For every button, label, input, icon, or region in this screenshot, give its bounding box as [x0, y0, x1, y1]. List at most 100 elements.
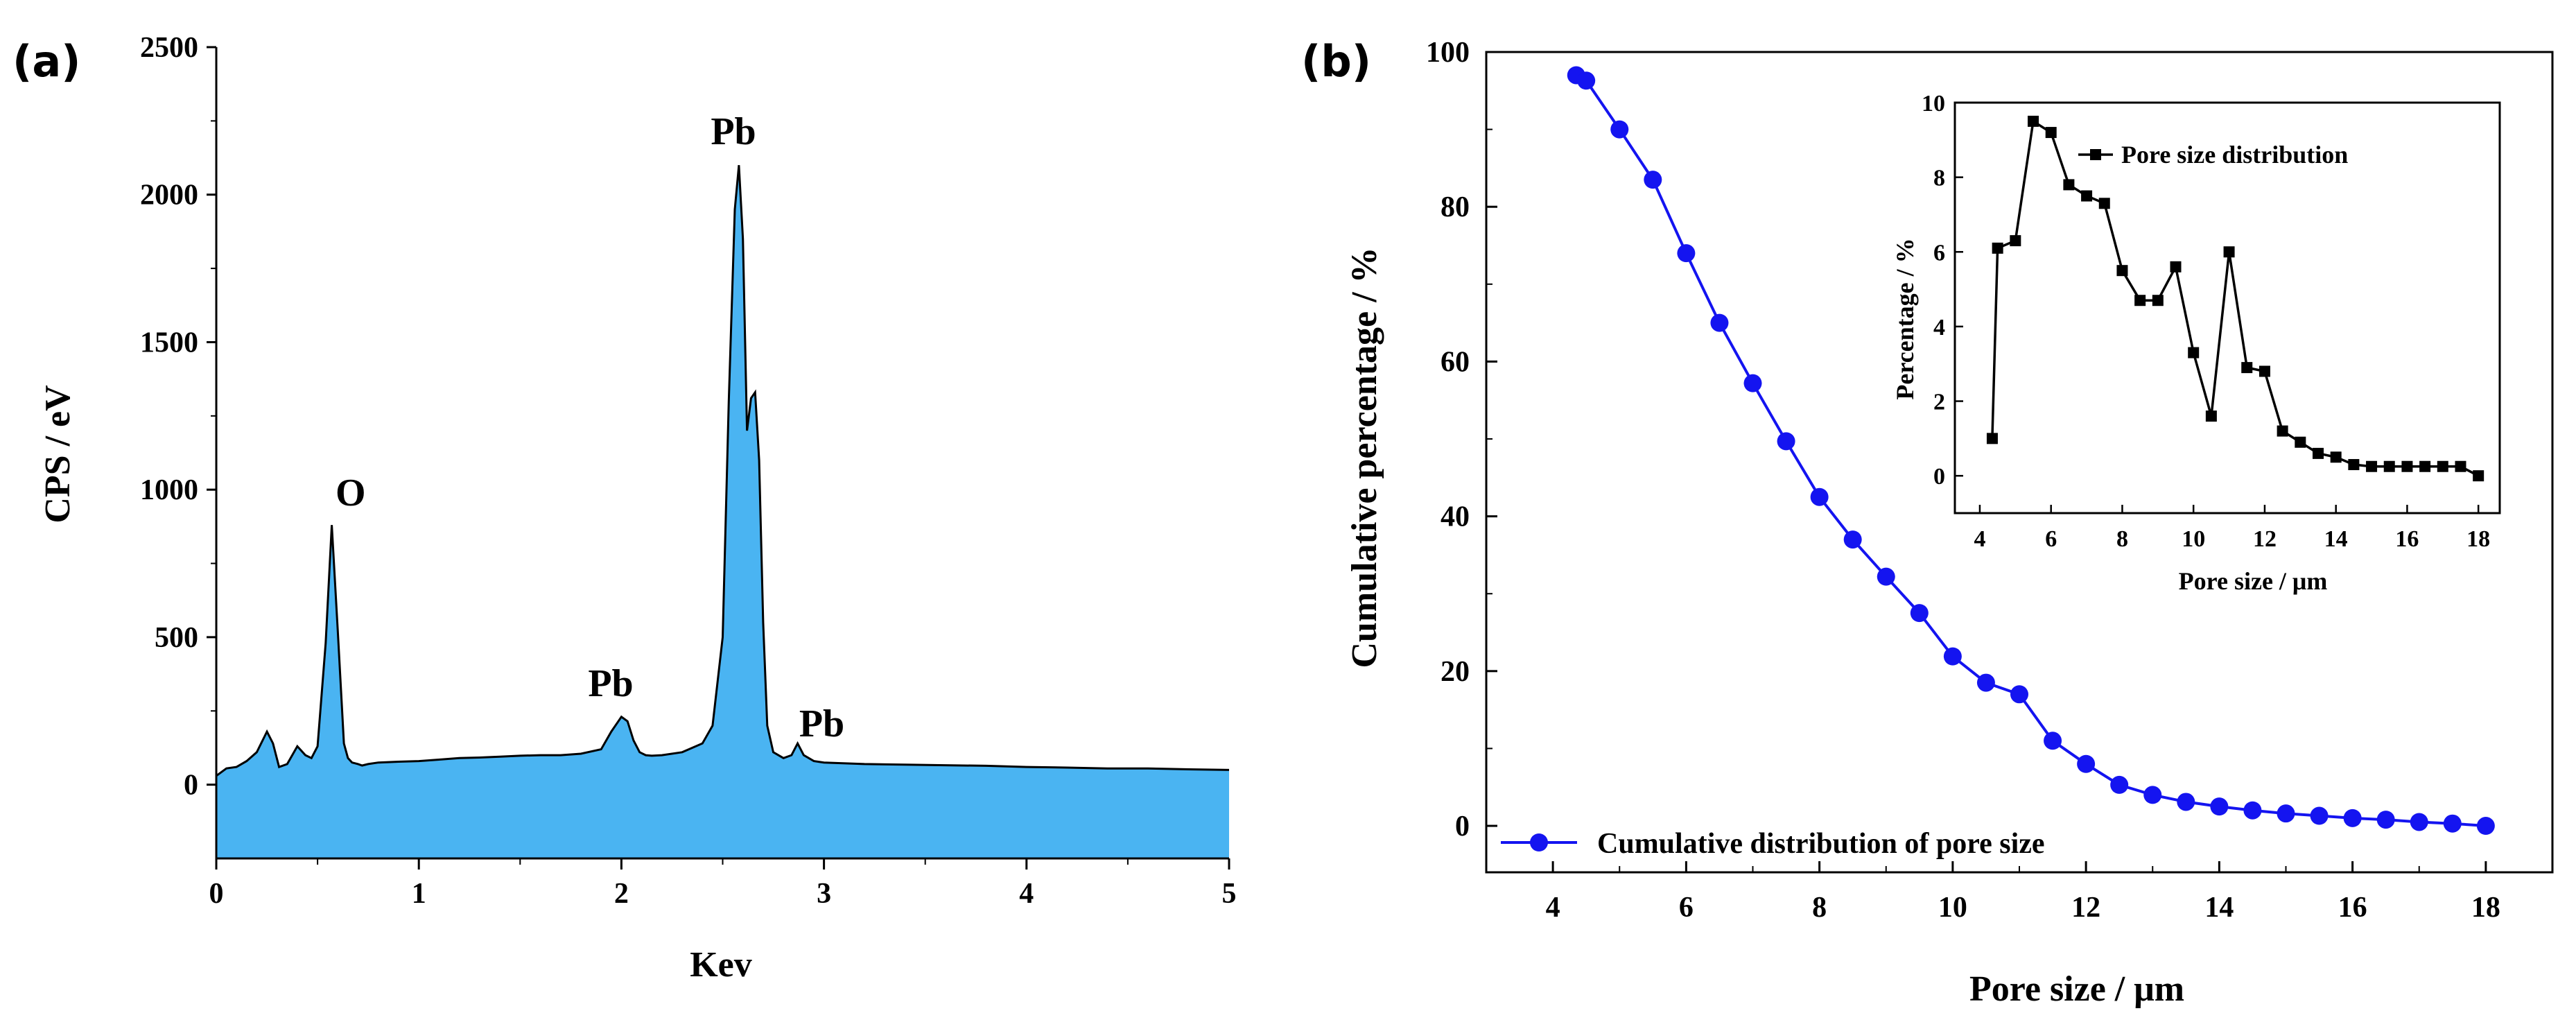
panel-b-x-tick-label: 18: [2471, 892, 2500, 924]
pore-size-point: [2205, 410, 2217, 422]
cumulative-point: [2077, 754, 2096, 773]
inset-x-tick-label: 18: [2466, 526, 2490, 552]
panel-b-x-tick-label: 4: [1546, 892, 1560, 924]
pore-size-point: [2028, 115, 2039, 127]
panel-b-y-tick-label: 0: [1455, 811, 1470, 842]
panel-b-x-ticks: 4 6 8 10 12 14 16 18: [1546, 861, 2500, 924]
cumulative-point: [1777, 432, 1795, 451]
spectrum-fill: [216, 165, 1229, 858]
pore-size-line: [1991, 119, 2480, 477]
inset-y-axis-title: Percentage / %: [1891, 238, 1919, 399]
cumulative-point: [1877, 567, 1895, 586]
panel-a-x-ticks: 0 1 2 3 4 5: [209, 858, 1237, 910]
panel-b-label: (b): [1301, 36, 1371, 87]
panel-a-y-tick-label: 2000: [140, 180, 198, 211]
pore-size-point: [2348, 459, 2360, 471]
pore-size-point: [2188, 347, 2200, 358]
panel-b-legend: Cumulative distribution of pore size: [1501, 828, 2045, 860]
panel-a-y-tick-label: 500: [155, 622, 198, 654]
peak-label: Pb: [588, 662, 633, 705]
panel-b-x-axis-title: Pore size / μm: [1969, 969, 2184, 1009]
peak-label: Pb: [711, 110, 756, 153]
pore-size-point: [2045, 127, 2057, 139]
pore-size-point: [2277, 425, 2288, 437]
panel-b-y-tick-label: 100: [1426, 37, 1470, 69]
inset-legend-label: Pore size distribution: [2121, 141, 2348, 168]
panel-b-y-tick-label: 80: [1441, 191, 1470, 223]
cumulative-point: [1677, 244, 1696, 263]
cumulative-point: [1577, 71, 1596, 90]
panel-a-y-axis-title: CPS / eV: [38, 385, 78, 523]
inset-y-tick-label: 2: [1933, 390, 1945, 415]
cumulative-point: [1810, 487, 1829, 506]
panel-b-y-tick-label: 20: [1441, 656, 1470, 688]
cumulative-point: [2044, 732, 2062, 750]
cumulative-point: [1710, 313, 1729, 332]
peak-label: O: [336, 472, 366, 514]
panel-a-x-tick-label: 1: [412, 878, 426, 910]
cumulative-point: [1743, 374, 1762, 392]
cumulative-point: [1976, 673, 1995, 692]
pore-size-point: [2473, 470, 2484, 482]
pore-size-point: [1986, 433, 1998, 444]
panel-b-y-axis-title: Cumulative percentage / %: [1345, 247, 1384, 668]
panel-b-x-tick-label: 6: [1679, 892, 1694, 924]
pore-size-point: [1992, 242, 2003, 254]
inset-frame: [1953, 101, 2501, 514]
peak-label: Pb: [799, 702, 844, 745]
panel-a-y-tick-label: 0: [184, 770, 198, 802]
cumulative-point: [2110, 775, 2129, 794]
pore-size-point: [2437, 460, 2448, 472]
pore-size-point: [2401, 460, 2413, 472]
cumulative-point: [2210, 797, 2229, 816]
panel-b-legend-marker: [1530, 833, 1548, 851]
pore-size-point: [2134, 295, 2146, 306]
inset-x-tick-label: 16: [2395, 526, 2419, 552]
cumulative-point: [2310, 806, 2329, 825]
inset-y-tick-label: 10: [1922, 91, 1945, 116]
cumulative-point: [2476, 817, 2495, 836]
panel-a-x-tick-label: 5: [1222, 878, 1237, 910]
cumulative-point: [1644, 171, 1662, 189]
inset-y-tick-label: 8: [1933, 166, 1945, 191]
cumulative-point: [2143, 786, 2162, 804]
inset-y-ticks: 0 2 4 6 8 10: [1922, 91, 1963, 490]
pore-size-point: [2010, 235, 2021, 247]
pore-size-point: [2152, 295, 2164, 306]
panel-b-x-tick-label: 16: [2338, 892, 2367, 924]
inset-legend-marker: [2090, 149, 2101, 160]
pore-size-point: [2295, 436, 2306, 448]
panel-a-x-axis-title: Kev: [690, 945, 752, 985]
cumulative-point: [2243, 801, 2262, 820]
inset-x-tick-label: 6: [2045, 526, 2057, 552]
pore-size-point: [2116, 265, 2128, 277]
panel-b-y-tick-label: 60: [1441, 346, 1470, 378]
cumulative-point: [2443, 814, 2462, 833]
pore-size-point: [2313, 447, 2324, 459]
cumulative-point: [1610, 120, 1629, 139]
pore-size-point: [2223, 246, 2235, 258]
cumulative-point: [2410, 813, 2428, 831]
pore-size-point: [2063, 179, 2075, 191]
cumulative-point: [1843, 530, 1862, 549]
panel-a-y-ticks: 0 500 1000 1500 2000 2500: [140, 32, 216, 802]
cumulative-point: [2177, 793, 2195, 811]
pore-size-point: [2259, 365, 2270, 377]
panel-a-y-tick-label: 1500: [140, 327, 198, 358]
panel-b-y-ticks: 0 20 40 60 80 100: [1426, 37, 1497, 842]
inset-y-tick-label: 0: [1933, 464, 1945, 490]
cumulative-point: [1910, 604, 1929, 623]
inset-axes: [1953, 101, 2501, 514]
inset-x-tick-label: 10: [2182, 526, 2205, 552]
panel-a-x-tick-label: 3: [817, 878, 831, 910]
panel-a-peak-labels: O Pb Pb Pb: [336, 110, 844, 745]
panel-b-x-tick-label: 8: [1812, 892, 1827, 924]
pore-size-point: [2366, 460, 2378, 472]
cumulative-point: [2343, 808, 2362, 827]
pore-size-point: [2081, 190, 2093, 202]
panel-b-inset: 0 2 4 6 8 10 4 6 8 10 12 14 16 18 Pore size distribu…: [1891, 91, 2501, 595]
cumulative-point: [1943, 647, 1962, 666]
pore-size-point: [2419, 460, 2431, 472]
panel-a-label: (a): [12, 36, 81, 87]
